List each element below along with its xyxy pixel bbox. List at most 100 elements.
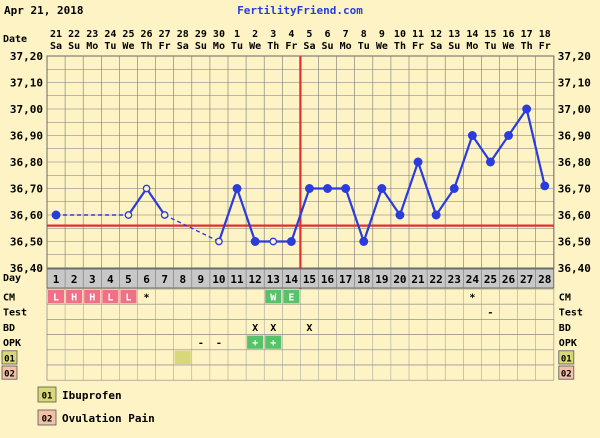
cycle-day-label: 26 <box>502 273 516 286</box>
y-tick-label-right: 36,90 <box>558 130 591 143</box>
row-label-right: CM <box>559 293 571 304</box>
cycle-day-label: 17 <box>339 273 352 286</box>
cycle-day-label: 4 <box>107 273 114 286</box>
row-label-right: 02 <box>561 370 572 380</box>
temperature-point <box>486 157 495 167</box>
row-label-right: 01 <box>561 354 572 364</box>
y-tick-label: 37,00 <box>10 103 43 116</box>
temperature-point <box>160 211 169 219</box>
weekday-label: Su <box>68 41 80 52</box>
weekday-label: Sa <box>50 41 62 52</box>
weekday-label: Th <box>521 41 533 52</box>
legend-label: Ibuprofen <box>62 389 122 402</box>
cell-mark-cm: L <box>107 293 113 304</box>
temperature-point <box>51 210 61 220</box>
cell-mark-bd: X <box>252 323 258 334</box>
temperature-point <box>467 131 477 140</box>
date-label: 14 <box>466 29 478 40</box>
legend-code: 02 <box>42 415 53 425</box>
cycle-day-label: 14 <box>285 273 299 286</box>
cycle-day-label: 28 <box>538 273 551 286</box>
cycle-day-row: 1 2 3 4 5 6 7 8 9 10 11 12 13 14 15 16 17 18 19 20 21 22 23 24 2… <box>46 268 555 289</box>
weekday-label: Sa <box>430 41 442 52</box>
temperature-segment <box>145 187 166 216</box>
day-row-label: Day <box>3 273 21 284</box>
temperature-segment <box>435 187 456 216</box>
cell-mark-cm: * <box>144 293 150 304</box>
cell-mark-bd: X <box>270 323 276 334</box>
date-label: 24 <box>104 29 116 40</box>
header-site[interactable]: FertilityFriend.com <box>237 4 363 17</box>
date-label: 29 <box>195 29 207 40</box>
cycle-day-label: 24 <box>466 273 480 286</box>
date-label: 12 <box>430 29 442 40</box>
weekday-label: Mo <box>213 41 225 52</box>
cycle-day-label: 5 <box>125 273 132 286</box>
weekday-label: Sa <box>177 41 189 52</box>
weekday-label: Mo <box>340 41 352 52</box>
cycle-day-label: 23 <box>448 273 461 286</box>
cycle-day-label: 19 <box>375 273 388 286</box>
temperature-point <box>522 104 532 114</box>
weekday-label: Th <box>394 41 406 52</box>
date-label: 26 <box>141 29 153 40</box>
cell-fill-cm <box>283 290 300 304</box>
date-label: 3 <box>270 29 276 40</box>
cell-mark-opk: - <box>216 338 222 349</box>
temperature-point <box>359 237 369 246</box>
date-label: 23 <box>86 29 98 40</box>
row-label-left: 01 <box>4 354 15 364</box>
temperature-point <box>540 181 550 191</box>
y-tick-label: 36,90 <box>10 130 43 143</box>
row-label-right: OPK <box>559 338 577 349</box>
date-label: 5 <box>306 29 312 40</box>
cell-fill-cm <box>84 290 101 304</box>
cell-mark-cm: H <box>89 293 95 304</box>
temperature-point <box>215 237 223 246</box>
weekday-label: Fr <box>412 41 424 52</box>
temperature-segment <box>398 161 420 216</box>
date-label: 13 <box>448 29 460 40</box>
weekday-label: Fr <box>539 41 551 52</box>
temperature-segment <box>417 161 438 216</box>
y-tick-label-right: 37,00 <box>558 103 591 116</box>
cell-mark-cm: E <box>288 293 294 304</box>
weekday-label: We <box>122 41 134 52</box>
temperature-point <box>269 237 278 246</box>
date-label: 2 <box>252 29 258 40</box>
date-label: 8 <box>361 29 367 40</box>
y-tick-label-right: 36,50 <box>558 236 591 249</box>
weekday-label: We <box>503 41 515 52</box>
date-header-row: 21Sa22Su23Mo24Tu25We26Th27Fr28Sa29Su30Mo… <box>50 29 551 52</box>
temperature-segment <box>127 187 148 216</box>
cycle-day-label: 15 <box>303 273 316 286</box>
temperature-point <box>323 184 332 193</box>
observation-rows: L H H L L * W E * CM CM - Test Test X X X BD BD - - + + OPK OPK 0… <box>1 288 583 381</box>
cycle-day-label: 20 <box>393 273 406 286</box>
row-label-right: BD <box>559 323 571 334</box>
cell-fill-cm <box>265 290 282 304</box>
cell-fill-opk <box>265 335 282 349</box>
date-label: 10 <box>394 29 406 40</box>
y-tick-label: 36,50 <box>10 236 43 249</box>
y-tick-label-right: 36,60 <box>558 209 591 222</box>
temperature-point <box>395 210 405 220</box>
temperature-segment <box>507 108 528 137</box>
date-label: 11 <box>412 29 424 40</box>
date-label: 30 <box>213 29 225 40</box>
cycle-day-label: 6 <box>143 273 150 286</box>
cell-fill-cm <box>48 290 65 304</box>
y-tick-label-right: 36,80 <box>558 156 591 169</box>
weekday-label: Tu <box>231 41 243 52</box>
weekday-label: Tu <box>484 41 496 52</box>
cycle-day-label: 22 <box>430 273 443 286</box>
cell-mark-opk: - <box>198 338 204 349</box>
date-label: 4 <box>288 29 294 40</box>
temperature-point <box>142 184 151 193</box>
cycle-day-label: 25 <box>484 273 497 286</box>
cell-fill-opk <box>247 335 264 349</box>
weekday-label: Th <box>141 41 153 52</box>
temperature-series <box>51 104 550 246</box>
cell-fill-cm <box>120 290 137 304</box>
cell-mark-cm: * <box>469 293 475 304</box>
